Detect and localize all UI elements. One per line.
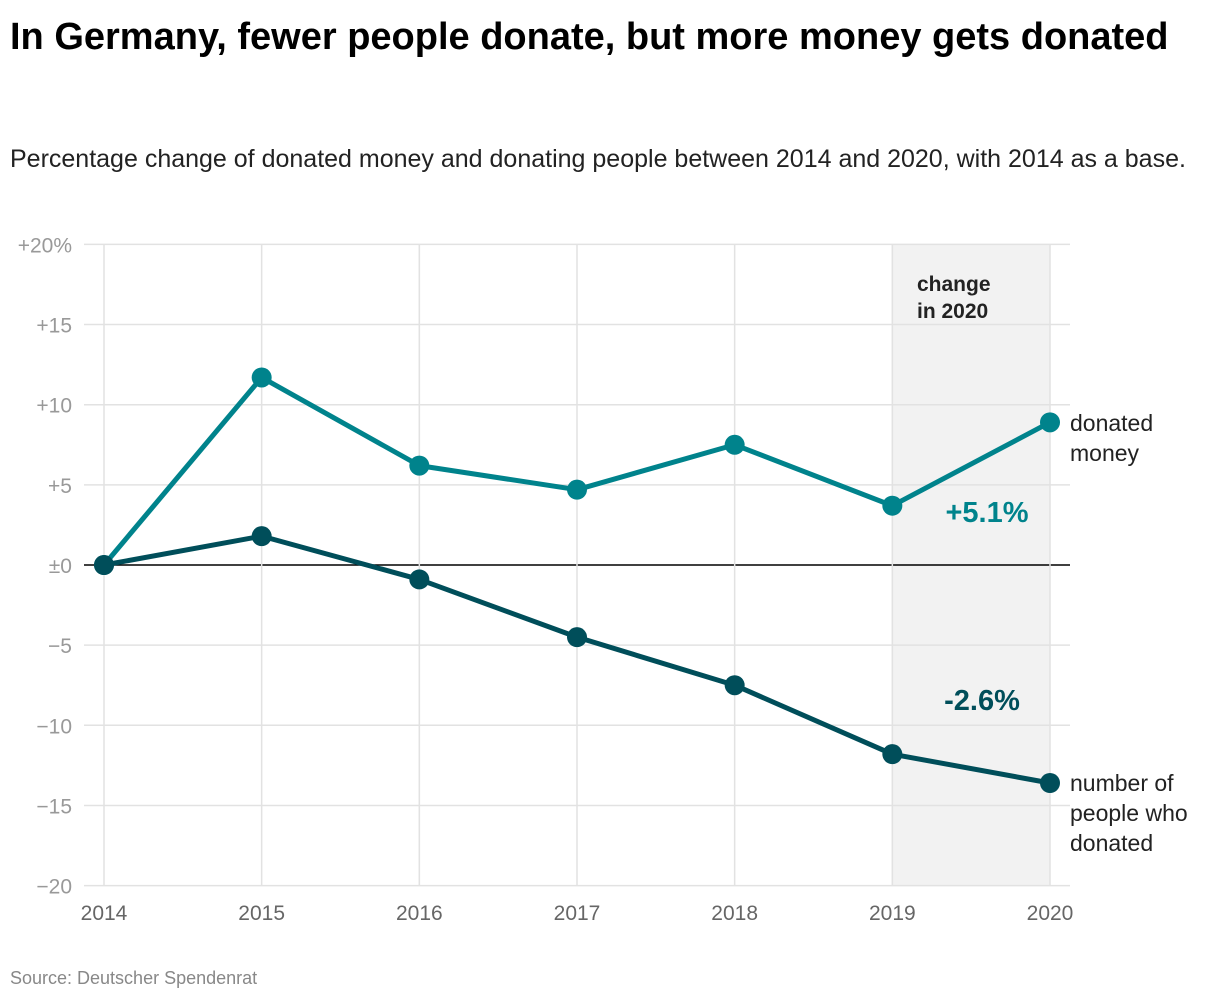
- x-tick-label: 2019: [869, 902, 916, 925]
- data-point: [251, 367, 272, 388]
- data-point: [724, 434, 745, 455]
- data-point: [882, 495, 903, 516]
- y-tick-label: −10: [36, 715, 72, 738]
- data-point: [1040, 412, 1060, 433]
- y-tick-label: −5: [48, 635, 72, 658]
- source-note: Source: Deutscher Spendenrat: [10, 968, 258, 988]
- chart-subtitle: Percentage change of donated money and d…: [10, 145, 1186, 173]
- y-tick-label: ±0: [49, 555, 72, 578]
- series-label: donated: [1070, 410, 1153, 436]
- x-tick-label: 2015: [238, 902, 285, 925]
- y-tick-label: −20: [36, 876, 72, 899]
- x-tick-label: 2016: [396, 902, 443, 925]
- data-point: [251, 526, 272, 547]
- x-tick-label: 2017: [554, 902, 601, 925]
- x-tick-label: 2020: [1027, 902, 1074, 925]
- chart-title: In Germany, fewer people donate, but mor…: [10, 16, 1169, 58]
- y-tick-label: +15: [36, 315, 72, 338]
- data-point: [409, 569, 430, 590]
- y-tick-label: +20%: [18, 234, 72, 257]
- data-point: [567, 479, 587, 500]
- y-tick-label: +10: [36, 395, 72, 418]
- data-point: [882, 744, 903, 765]
- series-label: donated: [1070, 830, 1153, 856]
- series-label: money: [1070, 440, 1140, 466]
- data-point: [1040, 773, 1060, 794]
- y-tick-label: +5: [48, 475, 72, 498]
- x-tick-label: 2018: [711, 902, 758, 925]
- highlight-label: change: [917, 273, 991, 296]
- data-point: [724, 675, 745, 696]
- change-annotation: +5.1%: [945, 497, 1028, 529]
- data-point: [567, 627, 587, 648]
- highlight-label: in 2020: [917, 300, 988, 323]
- change-annotation: -2.6%: [944, 685, 1020, 717]
- x-tick-label: 2014: [81, 902, 128, 925]
- series-label: people who: [1070, 800, 1188, 826]
- series-label: number of: [1070, 770, 1174, 796]
- data-point: [94, 555, 114, 575]
- y-tick-label: −15: [36, 795, 72, 818]
- data-point: [409, 455, 430, 476]
